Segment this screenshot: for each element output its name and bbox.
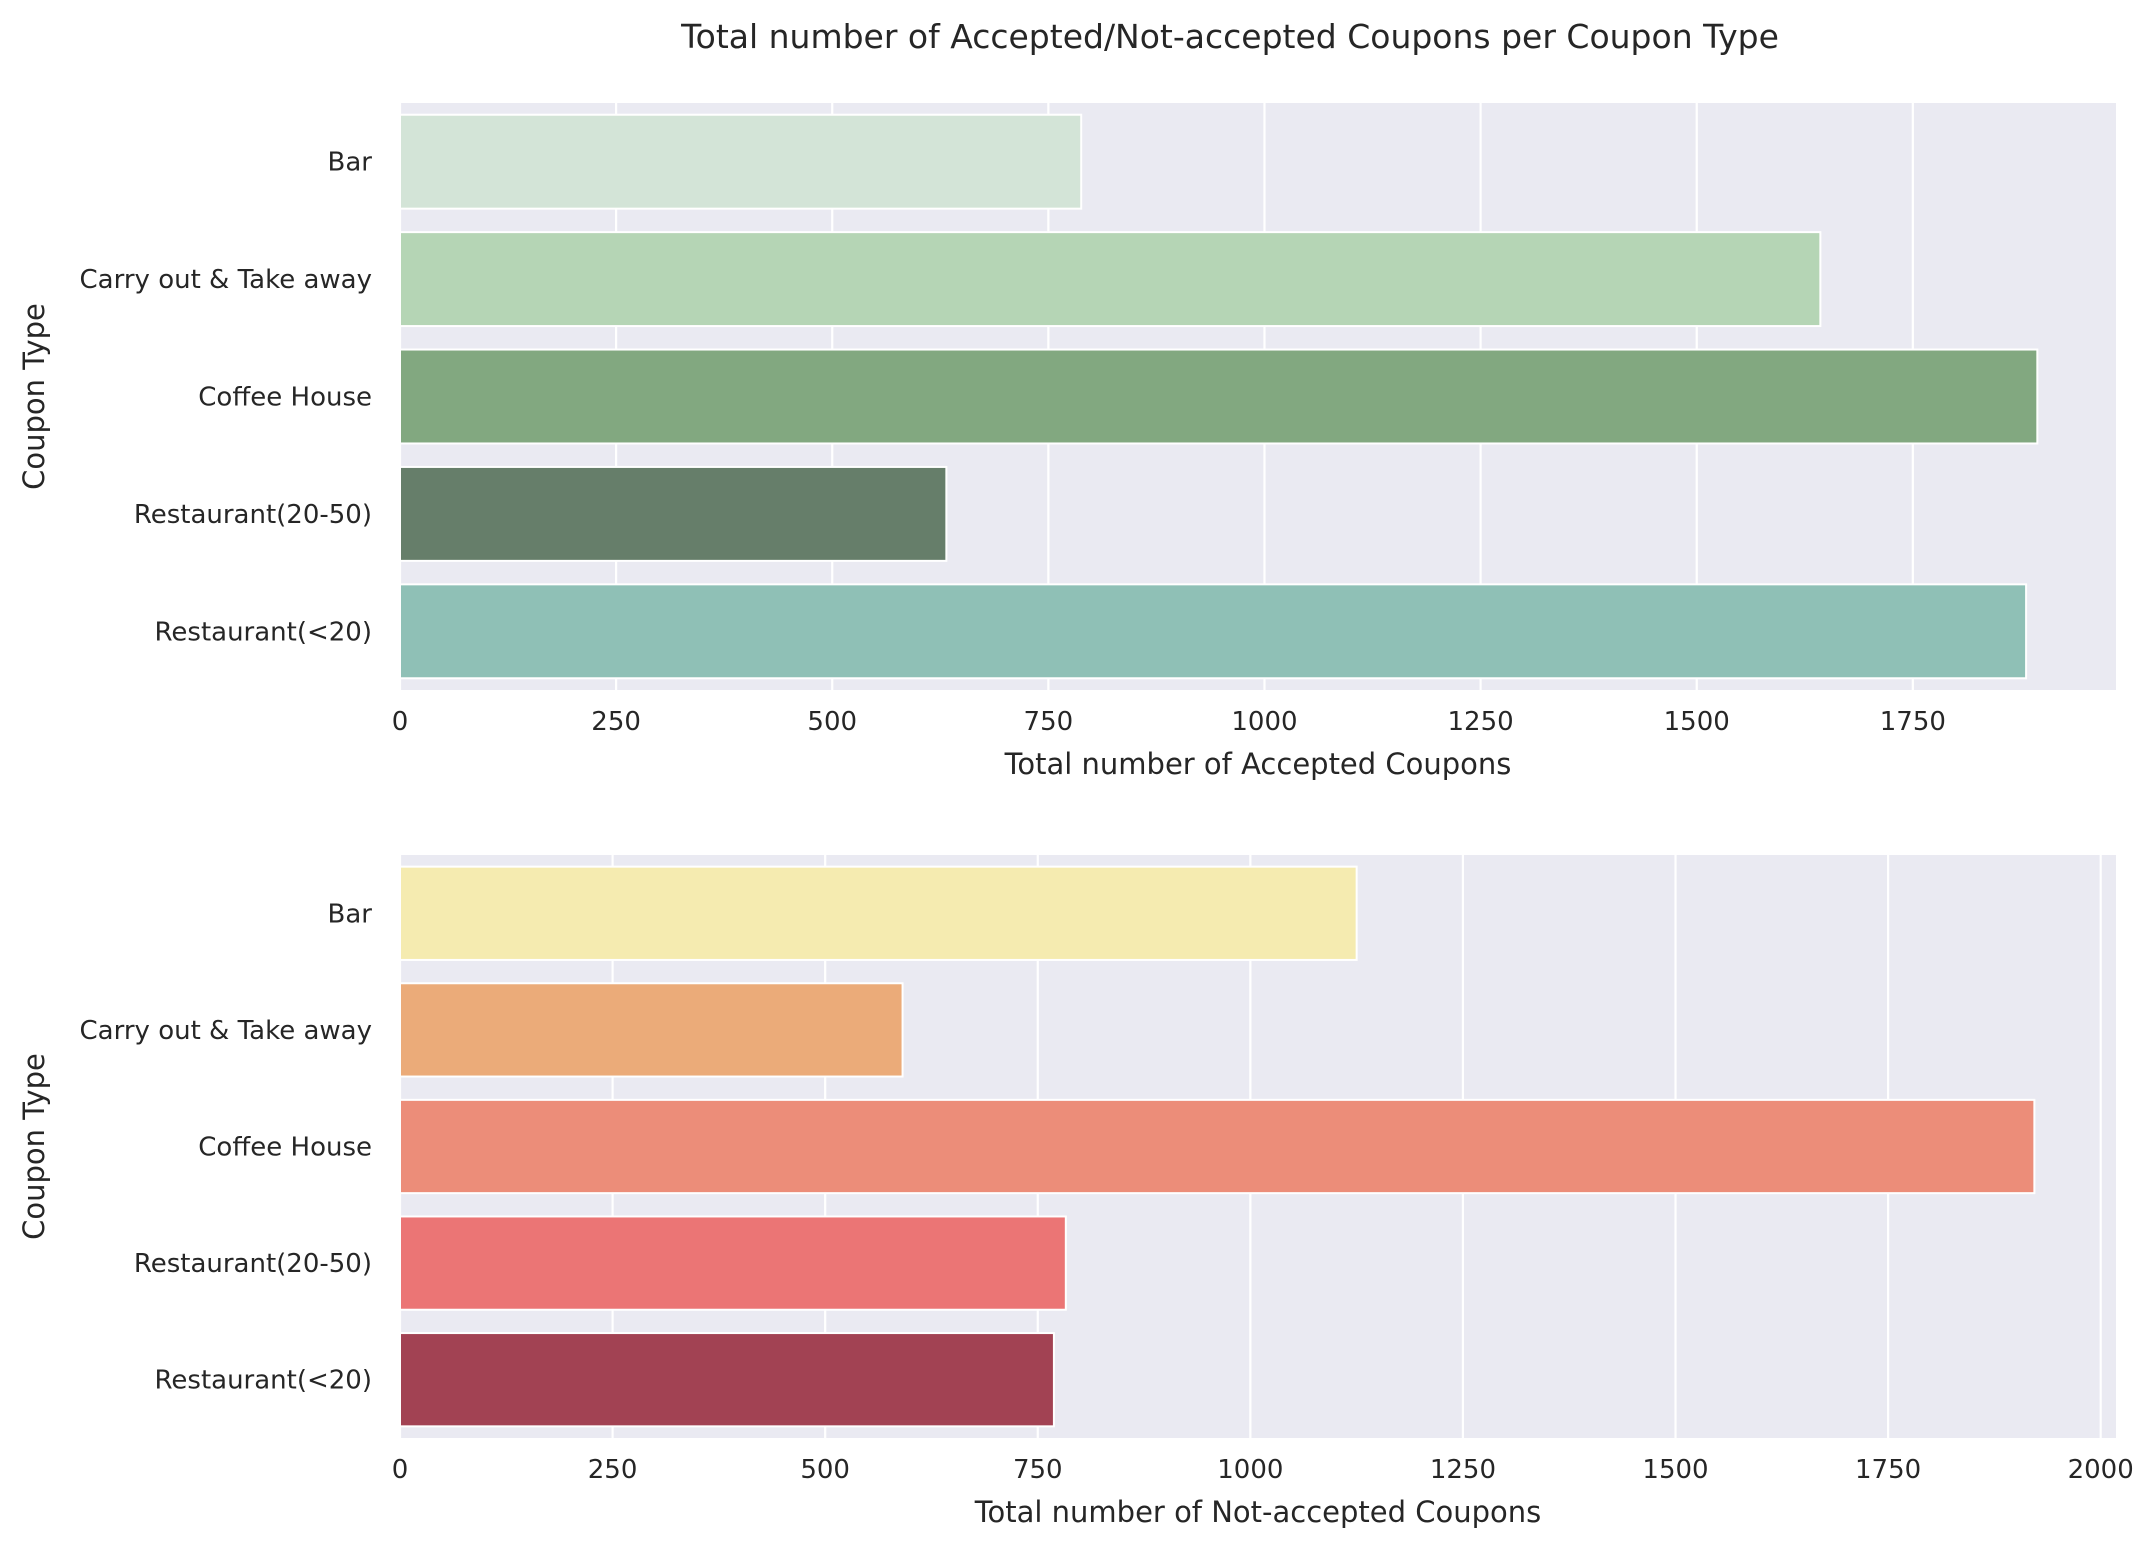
y-tick-label: Coffee House <box>198 1133 372 1163</box>
x-tick-label: 1000 <box>1217 1455 1283 1485</box>
x-axis-label: Total number of Not-accepted Coupons <box>974 1495 1542 1529</box>
y-tick-label: Carry out & Take away <box>80 1016 372 1046</box>
x-tick-label: 1500 <box>1642 1455 1708 1485</box>
accepted-coupons-chart: 0 250 500 750 1000 1250 1500 1750 Bar Carry out &… <box>17 103 2116 781</box>
x-tick-label: 250 <box>588 1455 638 1485</box>
bar-bar <box>399 113 1083 210</box>
x-tick-label: 1750 <box>1855 1455 1921 1485</box>
x-tick-label: 2000 <box>2068 1455 2134 1485</box>
y-axis-label: Coupon Type <box>17 303 51 490</box>
x-tick-label: 1250 <box>1448 707 1514 737</box>
y-tick-label: Bar <box>328 148 373 178</box>
bar-bar <box>399 865 1358 961</box>
y-axis-label: Coupon Type <box>17 1053 51 1240</box>
x-tick-label: 500 <box>807 707 857 737</box>
y-tick-label: Restaurant(20-50) <box>134 1249 372 1279</box>
x-tick-label: 750 <box>1024 707 1074 737</box>
y-tick-label: Restaurant(<20) <box>155 617 373 647</box>
x-tick-label: 1000 <box>1231 707 1297 737</box>
y-tick-label: Carry out & Take away <box>80 265 372 295</box>
bar-restaurant-20-50 <box>399 1215 1067 1311</box>
x-tick-label: 250 <box>591 707 641 737</box>
bar-restaurant-20-50 <box>399 465 948 562</box>
bar-restaurant-20 <box>399 583 2028 680</box>
x-tick-label: 0 <box>392 1455 409 1485</box>
bar-restaurant-20 <box>399 1332 1055 1428</box>
x-axis-label: Total number of Accepted Coupons <box>1004 747 1512 781</box>
y-tick-label: Bar <box>328 899 373 929</box>
chart-title: Total number of Accepted/Not-accepted Co… <box>680 17 1779 56</box>
x-tick-label: 750 <box>1013 1455 1063 1485</box>
x-tick-label: 0 <box>392 707 409 737</box>
bar-carry-out-take-away <box>399 982 904 1078</box>
y-tick-label: Restaurant(<20) <box>155 1366 373 1396</box>
not-accepted-coupons-chart: 0 250 500 750 1000 1250 1500 1750 2000 Bar Carry o… <box>17 855 2134 1529</box>
x-tick-label: 1750 <box>1880 707 1946 737</box>
bar-carry-out-take-away <box>399 231 1822 328</box>
y-tick-label: Coffee House <box>198 383 372 413</box>
x-tick-label: 1500 <box>1664 707 1730 737</box>
x-tick-label: 1250 <box>1430 1455 1496 1485</box>
x-tick-label: 500 <box>800 1455 850 1485</box>
bar-coffee-house <box>399 348 2039 445</box>
y-tick-label: Restaurant(20-50) <box>134 500 372 530</box>
bar-coffee-house <box>399 1098 2036 1195</box>
